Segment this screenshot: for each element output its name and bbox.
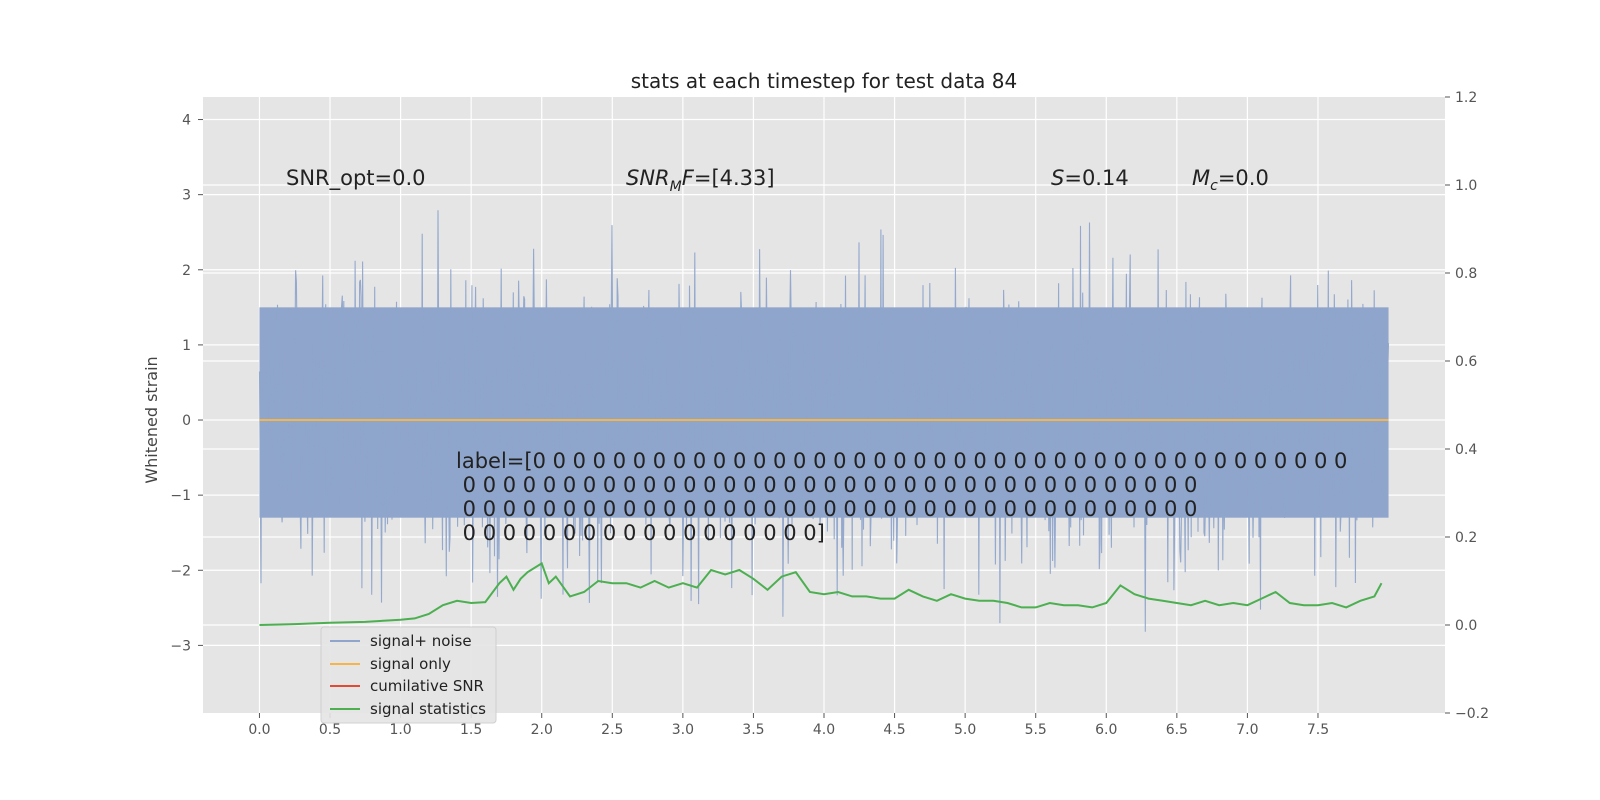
x-tick-label-8: 4.0 [813,722,835,738]
y-tick-label-2: 2 [182,263,191,279]
y-tick-label-5: −1 [170,488,191,504]
y-tick-label-1: 3 [182,188,191,204]
x-tick-label-2: 1.0 [389,722,411,738]
series-signal-statistics [259,561,1383,626]
x-tick-label-4: 2.0 [531,722,553,738]
label-line-3: 0 0 0 0 0 0 0 0 0 0 0 0 0 0 0 0 0 0 0 0 … [456,497,1197,521]
y-axis-right: 1.2 1.0 0.8 0.6 0.4 0.2 0.0 −0.2 [1445,90,1489,722]
annotation-snr-mf-value: [4.33] [711,166,774,190]
annotation-mc: Mc=0.0 [1192,166,1269,194]
legend-label-signal-only: signal only [370,655,451,673]
annotation-label-array: label=[0 0 0 0 0 0 0 0 0 0 0 0 0 0 0 0 0… [456,449,1347,545]
label-line-1: label=[0 0 0 0 0 0 0 0 0 0 0 0 0 0 0 0 0… [456,449,1347,473]
x-tick-label-11: 5.5 [1025,722,1047,738]
noise-trace [258,210,1390,632]
x-tick-label-3: 1.5 [460,722,482,738]
annotation-snr-mf: SNRMF=[4.33] [626,166,775,195]
label-line-4: 0 0 0 0 0 0 0 0 0 0 0 0 0 0 0 0 0 0] [456,521,825,545]
legend-label-signal-noise: signal+ noise [370,632,472,650]
signal-statistics-line [259,561,1383,626]
annotation-snr-opt: SNR_opt=0.0 [286,166,426,191]
x-axis: 0.0 0.5 1.0 1.5 2.0 2.5 3.0 3.5 4.0 4.5 5.0 5.5 6.0 6… [248,713,1329,738]
y2-tick-label-3: 0.6 [1455,354,1477,370]
legend-label-cumulative-snr: cumilative SNR [370,677,484,695]
y-tick-label-6: −2 [170,563,191,579]
legend: signal+ noise signal only cumilative SNR… [320,626,497,724]
y2-tick-label-4: 0.4 [1455,442,1477,458]
y2-tick-label-0: 1.2 [1455,90,1477,106]
legend-label-signal-statistics: signal statistics [370,700,486,718]
x-tick-label-13: 6.5 [1166,722,1188,738]
x-tick-label-14: 7.0 [1236,722,1258,738]
series-signal-noise [258,210,1390,632]
y-tick-label-7: −3 [170,638,191,654]
label-line-2: 0 0 0 0 0 0 0 0 0 0 0 0 0 0 0 0 0 0 0 0 … [456,473,1197,497]
y2-tick-label-1: 1.0 [1455,178,1477,194]
x-tick-label-0: 0.0 [248,722,270,738]
y-tick-label-0: 4 [182,113,191,129]
legend-box [320,626,497,724]
y2-tick-label-6: 0.0 [1455,618,1477,634]
y-axis-left: 4 3 2 1 0 −1 −2 −3 [170,113,203,654]
y-tick-label-3: 1 [182,338,191,354]
x-tick-label-12: 6.0 [1095,722,1117,738]
y2-tick-label-2: 0.8 [1455,266,1477,282]
y-tick-label-4: 0 [182,413,191,429]
chart-title: stats at each timestep for test data 84 [631,69,1017,93]
x-tick-label-5: 2.5 [601,722,623,738]
annotation-mc-value: =0.0 [1218,166,1269,190]
x-tick-label-7: 3.5 [742,722,764,738]
x-tick-label-1: 0.5 [319,722,341,738]
x-tick-label-10: 5.0 [954,722,976,738]
x-tick-label-15: 7.5 [1307,722,1329,738]
y-axis-label: Whitened strain [142,356,161,483]
y2-tick-label-7: −0.2 [1455,706,1489,722]
annotation-s: S=0.14 [1051,166,1129,190]
x-tick-label-9: 4.5 [883,722,905,738]
annotation-s-value: =0.14 [1064,166,1128,190]
x-tick-label-6: 3.0 [672,722,694,738]
y2-tick-label-5: 0.2 [1455,530,1477,546]
